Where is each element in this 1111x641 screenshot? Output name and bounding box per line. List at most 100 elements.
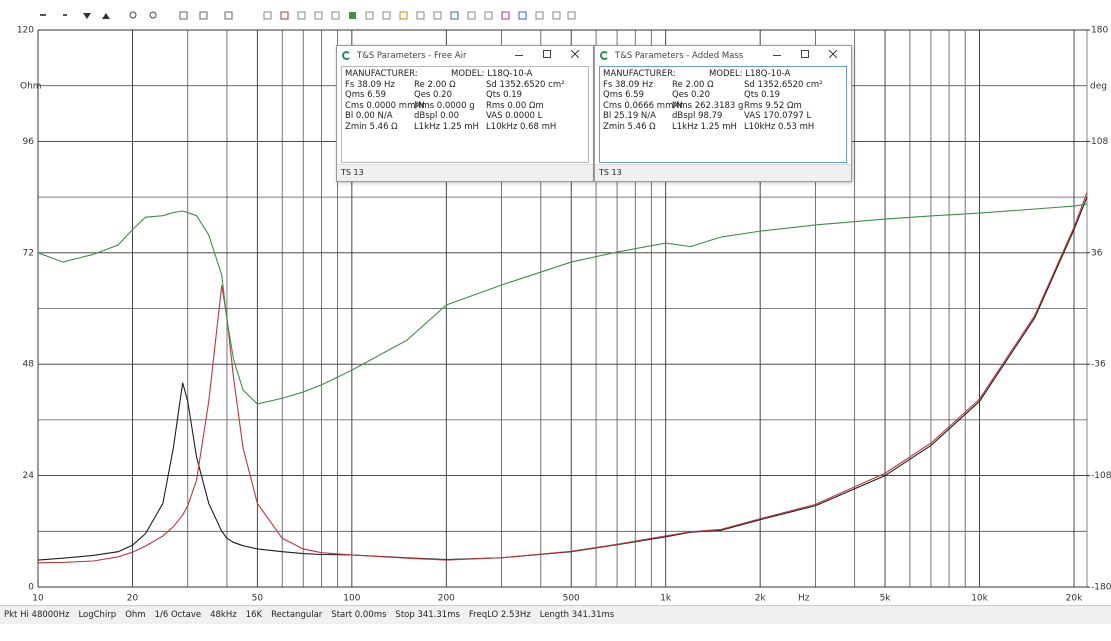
toolbar-icon[interactable] xyxy=(63,14,67,16)
dialog-footer: TS 13 xyxy=(595,164,851,181)
x-axis-label: Hz xyxy=(798,594,810,604)
parameter-panel: MANUFACTURER: MODEL: L18Q-10-A Fs 38.09 Hz… xyxy=(341,66,589,163)
toolbar xyxy=(40,11,576,20)
x-tick-label: 10 xyxy=(32,594,44,604)
parameter-text: VAS 170.0797 L xyxy=(744,111,812,121)
parameter-text: Rms 0.00 Ωm xyxy=(486,100,544,111)
parameter-text: Re 2.00 Ω xyxy=(672,79,714,90)
parameter-text: Rms 9.52 Ωm xyxy=(744,100,802,111)
status-item: Start 0.00ms xyxy=(331,610,387,620)
y2-tick-label: -108 xyxy=(1091,471,1111,481)
parameter-row: MANUFACTURER: MODEL: L18Q-10-A xyxy=(603,69,843,80)
status-item: 16K xyxy=(245,610,263,620)
maximize-button[interactable] xyxy=(543,50,551,58)
toolbar-icon[interactable] xyxy=(416,11,425,20)
parameter-text: dBspl 98.79 xyxy=(672,111,723,121)
minimize-button[interactable] xyxy=(773,50,781,56)
y-tick-label: 24 xyxy=(23,471,35,481)
parameter-text: dBspl 0.00 xyxy=(414,111,460,121)
y-tick-label: 120 xyxy=(17,26,34,36)
minimize-button[interactable] xyxy=(515,50,523,56)
toolbar-icon[interactable] xyxy=(40,14,46,16)
parameter-text: Fs 38.09 Hz xyxy=(603,79,653,90)
parameter-text: Cms 0.0666 mm/N xyxy=(603,100,683,111)
toolbar-icon[interactable] xyxy=(399,11,408,20)
toolbar-icon[interactable] xyxy=(518,11,527,20)
window-title: T&S Parameters - Free Air xyxy=(357,51,467,61)
toolbar-icon[interactable] xyxy=(314,11,323,20)
parameter-text: L1kHz 1.25 mH xyxy=(672,121,737,132)
toolbar-icon[interactable] xyxy=(83,13,91,19)
status-item: Pkt Hi 48000Hz xyxy=(4,610,70,620)
x-tick-label: 1k xyxy=(660,594,672,604)
parameter-text: MODEL: L18Q-10-A xyxy=(709,69,791,79)
toolbar-icon[interactable] xyxy=(280,11,289,20)
x-tick-label: 200 xyxy=(438,594,455,604)
parameter-text: Qes 0.20 xyxy=(414,90,452,100)
parameter-text: MODEL: L18Q-10-A xyxy=(451,69,533,79)
toolbar-icon[interactable] xyxy=(129,11,137,19)
toolbar-icon[interactable] xyxy=(179,11,188,20)
toolbar-icon[interactable] xyxy=(501,11,510,20)
dialog-footer: TS 13 xyxy=(337,164,593,181)
y-tick-label: 96 xyxy=(23,137,35,147)
parameter-text: Bl 25.19 N/A xyxy=(603,111,656,121)
toolbar-icon[interactable] xyxy=(331,11,340,20)
parameter-text: MANUFACTURER: xyxy=(345,69,418,79)
parameter-row: Bl 0.00 N/A dBspl 0.00 VAS 0.0000 L xyxy=(345,111,585,122)
x-tick-label: 50 xyxy=(252,594,264,604)
x-tick-label: 100 xyxy=(343,594,360,604)
status-item: 48kHz xyxy=(210,610,237,620)
toolbar-icon[interactable] xyxy=(297,11,306,20)
parameter-row: Fs 38.09 Hz Re 2.00 Ω Sd 1352.6520 cm² xyxy=(345,80,585,91)
toolbar-icon[interactable] xyxy=(535,11,544,20)
maximize-button[interactable] xyxy=(801,50,809,58)
y-tick-label: 48 xyxy=(23,360,35,370)
toolbar-icon[interactable] xyxy=(365,11,374,20)
close-button[interactable] xyxy=(829,50,837,58)
toolbar-icon[interactable] xyxy=(450,11,459,20)
toolbar-icon[interactable] xyxy=(484,11,493,20)
status-item: Ohm xyxy=(125,610,146,620)
status-item: Stop 341.31ms xyxy=(395,610,460,620)
title-bar: T&S Parameters - Free Air xyxy=(337,46,593,66)
parameter-row: Qms 6.59 Qes 0.20 Qts 0.19 xyxy=(345,90,585,101)
x-tick-label: 2k xyxy=(755,594,767,604)
toolbar-icon[interactable] xyxy=(433,11,442,20)
toolbar-icon[interactable] xyxy=(467,11,476,20)
app-icon xyxy=(600,51,609,60)
y2-tick-label: 36 xyxy=(1091,248,1103,258)
toolbar-icon[interactable] xyxy=(102,13,110,19)
y-tick-label: 0 xyxy=(28,583,34,593)
toolbar-icon[interactable] xyxy=(349,12,356,19)
parameter-row: Zmin 5.46 Ω L1kHz 1.25 mH L10kHz 0.53 mH xyxy=(603,122,843,133)
toolbar-icon[interactable] xyxy=(263,11,272,20)
series-line xyxy=(37,196,1088,561)
title-bar: T&S Parameters - Added Mass xyxy=(595,46,851,66)
close-button[interactable] xyxy=(571,50,579,58)
parameter-text: L1kHz 1.25 mH xyxy=(414,121,479,132)
parameter-text: Qms 6.59 xyxy=(345,90,387,100)
dialog-window: T&S Parameters - Added Mass MANUFACTURER:… xyxy=(594,45,852,182)
toolbar-icon[interactable] xyxy=(224,11,233,20)
parameter-text: Fs 38.09 Hz xyxy=(345,79,395,90)
parameter-text: Mms 0.0000 g xyxy=(414,100,475,111)
toolbar-icon[interactable] xyxy=(382,11,391,20)
y2-tick-label: -180 xyxy=(1091,583,1111,593)
parameter-text: Bl 0.00 N/A xyxy=(345,111,393,121)
series-line xyxy=(37,203,1088,405)
toolbar-icon[interactable] xyxy=(149,11,157,19)
status-item: Length 341.31ms xyxy=(539,610,615,620)
y-tick-label: 72 xyxy=(23,248,34,258)
toolbar-icon[interactable] xyxy=(567,11,576,20)
parameter-text: L10kHz 0.53 mH xyxy=(744,121,815,132)
parameter-row: MANUFACTURER: MODEL: L18Q-10-A xyxy=(345,69,585,80)
parameter-text: Zmin 5.46 Ω xyxy=(345,121,398,132)
toolbar-icon[interactable] xyxy=(552,11,561,20)
parameter-text: Qms 6.59 xyxy=(603,90,645,100)
parameter-row: Qms 6.59 Qes 0.20 Qts 0.19 xyxy=(603,90,843,101)
x-tick-label: 500 xyxy=(563,594,580,604)
series-line xyxy=(37,192,1088,564)
toolbar-icon[interactable] xyxy=(199,11,208,20)
